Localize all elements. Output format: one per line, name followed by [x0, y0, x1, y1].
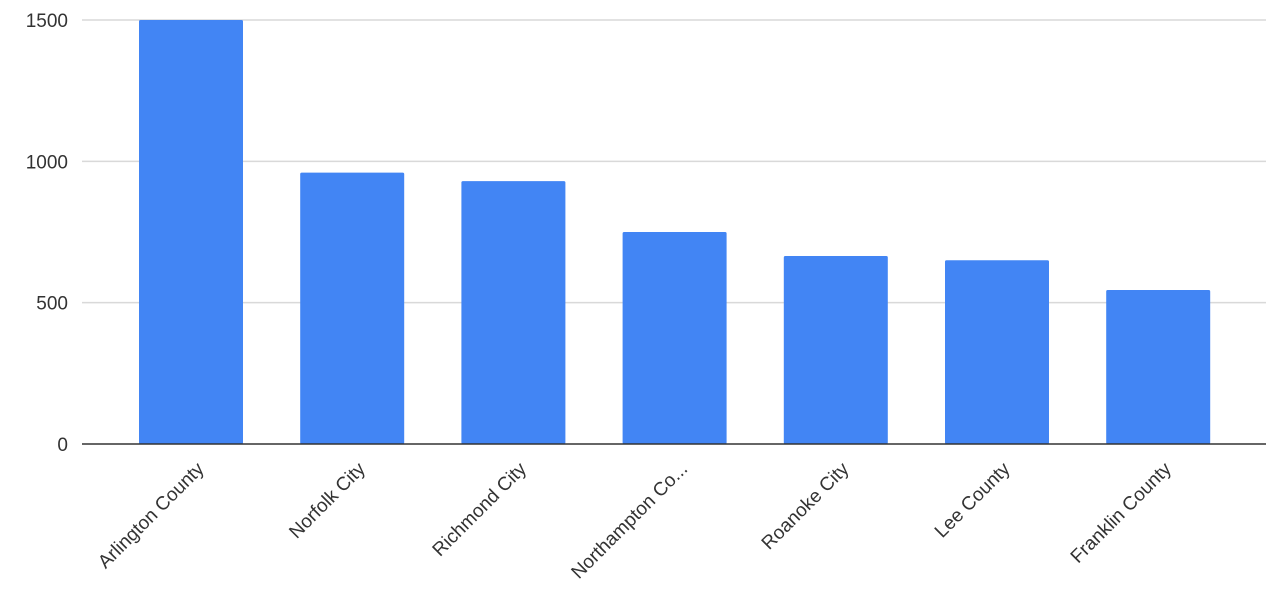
y-tick-label: 0 — [57, 435, 68, 456]
x-category-label: Norfolk City — [285, 458, 370, 543]
bar-norfolk-city — [300, 172, 405, 444]
y-tick-label: 1500 — [26, 11, 68, 32]
y-tick-label: 500 — [36, 294, 68, 315]
x-category-label: Lee County — [931, 458, 1015, 542]
bar-richmond-city — [461, 181, 566, 444]
x-category-label: Northampton Co... — [568, 459, 693, 584]
x-category-label: Arlington County — [94, 458, 209, 573]
bar-northampton-co — [622, 232, 727, 444]
bar-lee-county — [945, 260, 1049, 444]
y-axis-tick-labels: 0 500 1000 1500 — [26, 11, 68, 456]
y-tick-label: 1000 — [26, 152, 68, 173]
bar-franklin-county — [1106, 289, 1211, 444]
bars — [139, 20, 1211, 444]
x-axis-category-labels: Arlington County Norfolk City Richmond Cit… — [94, 458, 1176, 583]
bar-arlington-county — [139, 20, 243, 444]
bar-roanoke-city — [783, 256, 888, 444]
x-category-label: Richmond City — [429, 458, 532, 561]
x-category-label: Franklin County — [1067, 458, 1176, 567]
x-category-label: Roanoke City — [758, 458, 854, 554]
